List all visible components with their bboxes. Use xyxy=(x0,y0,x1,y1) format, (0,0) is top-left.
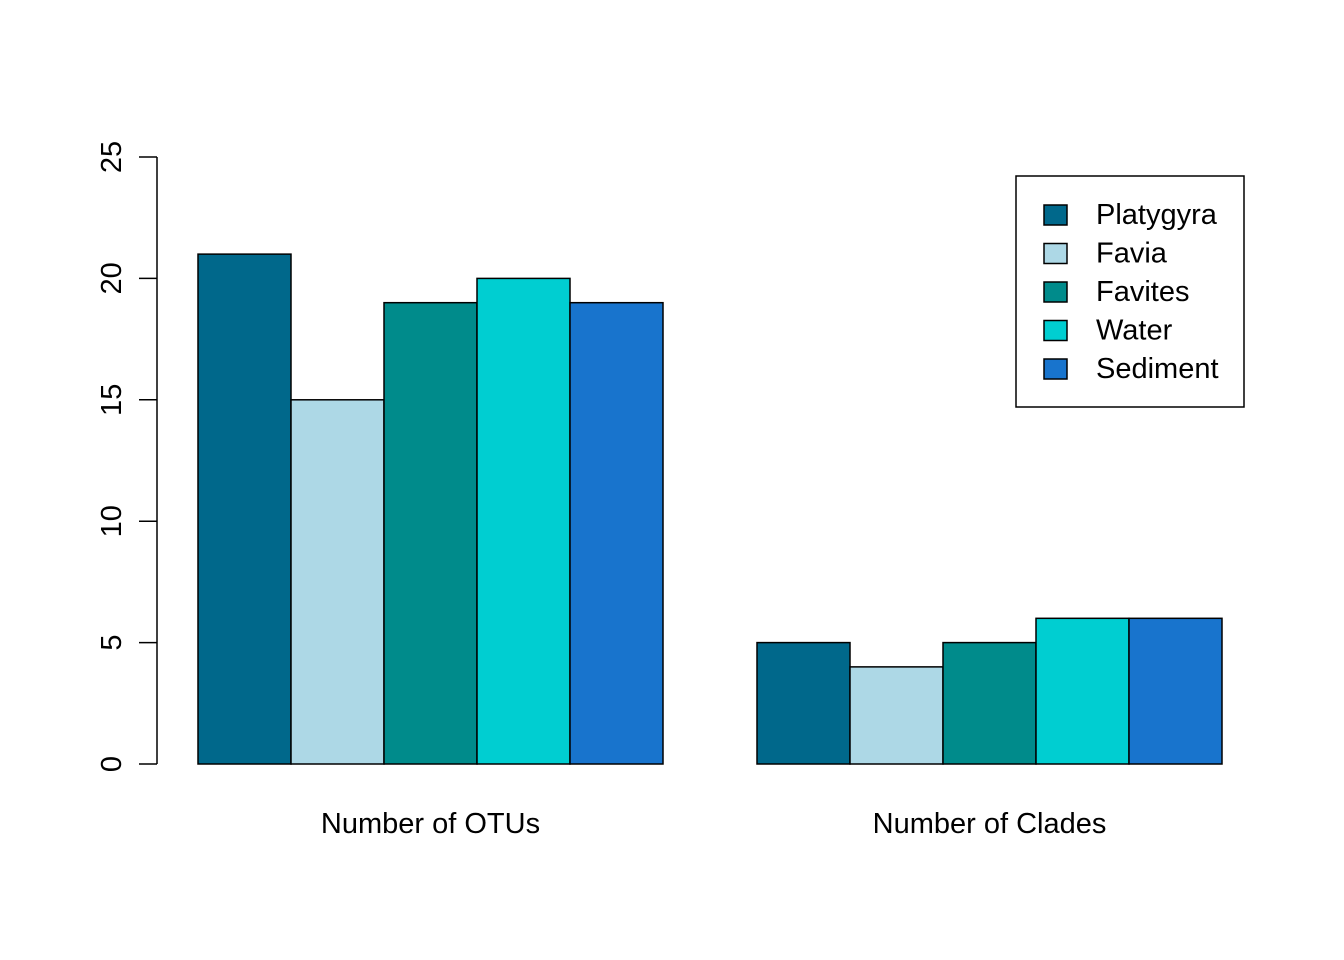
legend-swatch-platygyra xyxy=(1043,204,1068,226)
y-tick-label: 10 xyxy=(96,505,128,537)
bar-sediment-otus xyxy=(569,301,664,765)
legend-label-platygyra: Platygyra xyxy=(1096,199,1218,231)
legend: Platygyra Favia Favites Water Sediment xyxy=(1015,175,1245,408)
y-axis: 0 5 10 15 20 25 xyxy=(96,141,158,772)
bar-favia-clades xyxy=(849,666,944,765)
bar-favia-otus xyxy=(290,399,385,765)
legend-swatch-favites xyxy=(1043,281,1068,303)
legend-label-sediment: Sediment xyxy=(1096,353,1219,385)
bar-water-otus xyxy=(476,277,571,765)
category-label: Number of OTUs xyxy=(321,808,540,840)
bars-layer xyxy=(197,253,1223,765)
legend-swatch-water xyxy=(1043,319,1068,342)
y-tick-label: 5 xyxy=(96,635,128,651)
bar-platygyra-clades xyxy=(756,641,851,765)
bar-sediment-clades xyxy=(1128,617,1223,765)
y-tick-label: 25 xyxy=(96,141,128,173)
legend-label-favites: Favites xyxy=(1096,276,1189,308)
bar-platygyra-otus xyxy=(197,253,292,765)
bar-water-clades xyxy=(1035,617,1130,765)
legend-swatch-sediment xyxy=(1043,358,1068,380)
bar-favites-clades xyxy=(942,641,1037,765)
category-label: Number of Clades xyxy=(873,808,1107,840)
bar-favites-otus xyxy=(383,301,478,765)
legend-swatch-favia xyxy=(1043,242,1068,265)
y-tick-label: 15 xyxy=(96,384,128,416)
y-tick-label: 0 xyxy=(96,756,128,772)
category-labels: Number of OTUs Number of Clades xyxy=(321,808,1106,840)
y-tick-label: 20 xyxy=(96,262,128,294)
legend-label-favia: Favia xyxy=(1096,238,1168,270)
legend-label-water: Water xyxy=(1096,315,1173,347)
